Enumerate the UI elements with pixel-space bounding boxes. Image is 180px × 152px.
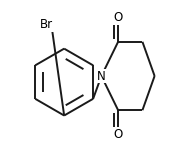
Text: O: O (114, 128, 123, 141)
Text: N: N (97, 69, 106, 83)
Text: O: O (114, 11, 123, 24)
Text: Br: Br (40, 18, 53, 31)
